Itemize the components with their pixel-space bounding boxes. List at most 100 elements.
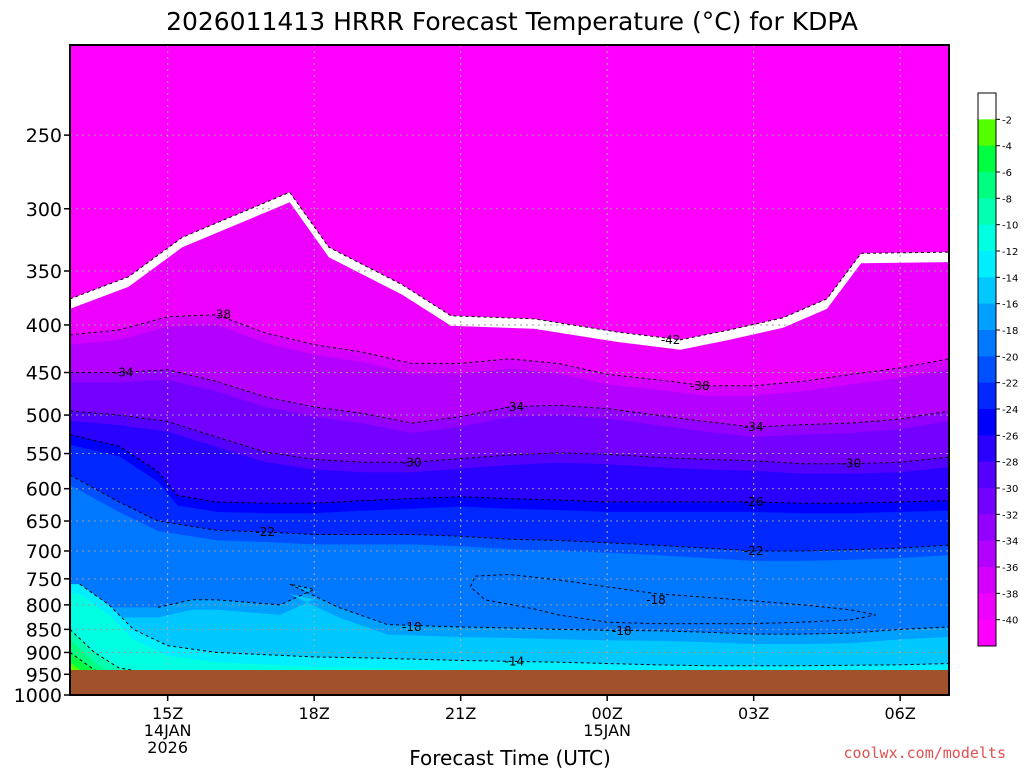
x-tick-label: 15JAN (583, 721, 631, 740)
y-tick-label: 250 (26, 125, 62, 147)
colorbar-label: -38 (1002, 589, 1018, 600)
isotherm-label: -34 (744, 420, 764, 434)
y-axis-ticks: 2503003504004505005506006507007508008509… (14, 125, 70, 707)
isotherm-label: -22 (256, 525, 276, 539)
plot-background (70, 45, 949, 695)
x-tick-label: 2026 (147, 738, 188, 757)
colorbar-label: -6 (1002, 168, 1012, 179)
isotherm-line (70, 410, 949, 465)
y-tick-label: 900 (26, 642, 62, 664)
colorbar-cell (978, 382, 996, 410)
colorbar-label: -28 (1002, 458, 1018, 469)
y-tick-label: 300 (26, 199, 62, 221)
colorbar-label: -36 (1002, 563, 1018, 574)
isotherm-label: -38 (212, 308, 232, 322)
band-fill (70, 594, 949, 695)
ground (70, 670, 949, 695)
colorbar-label: -16 (1002, 300, 1018, 311)
colorbar-cell (978, 119, 996, 147)
isotherm-label: -18 (646, 593, 666, 607)
y-tick-label: 450 (26, 363, 62, 385)
isotherm-label: -18 (402, 620, 422, 634)
isotherm-label: -34 (505, 400, 525, 414)
x-tick-label: 00Z (592, 704, 623, 723)
y-tick-label: 750 (26, 569, 62, 591)
isotherm-label: -30 (402, 455, 422, 469)
colorbar-cell (978, 567, 996, 594)
x-tick-label: 21Z (445, 704, 476, 723)
colorbar-cell (978, 435, 996, 463)
y-tick-label: 400 (26, 315, 62, 337)
colorbar-cell (978, 514, 996, 542)
credit-text: coolwx.com/modelts (843, 744, 1006, 762)
isotherm-label: -14 (505, 654, 525, 668)
colorbar-label: -32 (1002, 510, 1018, 521)
x-axis-label: Forecast Time (UTC) (409, 746, 611, 768)
isotherm-label: -30 (842, 457, 862, 471)
colorbar-cell (978, 172, 996, 199)
colorbar-cell (978, 540, 996, 568)
colorbar-cell (978, 488, 996, 515)
colorbar-cell (978, 330, 996, 357)
y-tick-label: 500 (26, 405, 62, 427)
y-tick-label: 950 (26, 664, 62, 686)
colorbar-cell (978, 593, 996, 621)
y-tick-label: 600 (26, 479, 62, 501)
y-tick-label: 650 (26, 511, 62, 533)
isotherm-label: -42 (661, 333, 681, 347)
colorbar-label: -14 (1002, 273, 1018, 284)
colorbar-label: -10 (1002, 221, 1018, 232)
isotherm-label: -38 (690, 379, 710, 393)
colorbar-label: -8 (1002, 194, 1012, 205)
colorbar: -2 -4 -6 -8 -10 -12 -14 -16 -18 -20 -22 -24 -26 -28 -3… (977, 92, 1018, 647)
colorbar-label: -12 (1002, 247, 1018, 258)
y-tick-label: 700 (26, 541, 62, 563)
x-tick-label: 15Z (152, 704, 183, 723)
grid-lines (70, 45, 949, 696)
colorbar-cell (978, 356, 996, 384)
colorbar-frame (977, 92, 997, 647)
colorbar-cell (978, 93, 996, 120)
colorbar-cell (978, 198, 996, 226)
isotherm-label: -26 (744, 495, 764, 509)
colorbar-cell (978, 224, 996, 252)
colorbar-label: -24 (1002, 405, 1018, 416)
x-tick-label: 18Z (299, 704, 330, 723)
colorbar-cell (978, 303, 996, 331)
colorbar-label: -2 (1002, 115, 1012, 126)
colorbar-label: -30 (1002, 484, 1018, 495)
colorbar-cell (978, 619, 996, 647)
y-tick-label: 350 (26, 261, 62, 283)
chart-title: 2026011413 HRRR Forecast Temperature (°C… (166, 7, 858, 36)
y-tick-label: 1000 (14, 685, 62, 707)
x-tick-label: 06Z (885, 704, 916, 723)
y-tick-label: 550 (26, 444, 62, 466)
x-tick-label: 14JAN (144, 721, 192, 740)
isotherm-line (70, 474, 949, 552)
colorbar-label: -34 (1002, 537, 1018, 548)
colorbar-cell (978, 145, 996, 173)
isotherm-label: -22 (744, 544, 764, 558)
colorbar-label: -18 (1002, 326, 1018, 337)
colorbar-label: -4 (1002, 142, 1012, 153)
colorbar-label: -20 (1002, 352, 1018, 363)
x-tick-label: 03Z (738, 704, 769, 723)
isotherm-line (70, 191, 949, 341)
isotherm-label: -34 (114, 366, 134, 380)
isotherm-label: -18 (612, 624, 632, 638)
colorbar-label: -22 (1002, 379, 1018, 390)
colorbar-cell (978, 251, 996, 278)
colorbar-label: -26 (1002, 431, 1018, 442)
plot-frame (69, 44, 950, 696)
colorbar-cell (978, 409, 996, 436)
y-tick-label: 800 (26, 595, 62, 617)
isotherm-line (79, 583, 949, 667)
isotherm-line (70, 434, 949, 504)
colorbar-label: -40 (1002, 616, 1018, 627)
colorbar-cell (978, 461, 996, 489)
isotherm-line (469, 573, 876, 625)
colorbar-cell (978, 277, 996, 305)
y-tick-label: 850 (26, 619, 62, 641)
